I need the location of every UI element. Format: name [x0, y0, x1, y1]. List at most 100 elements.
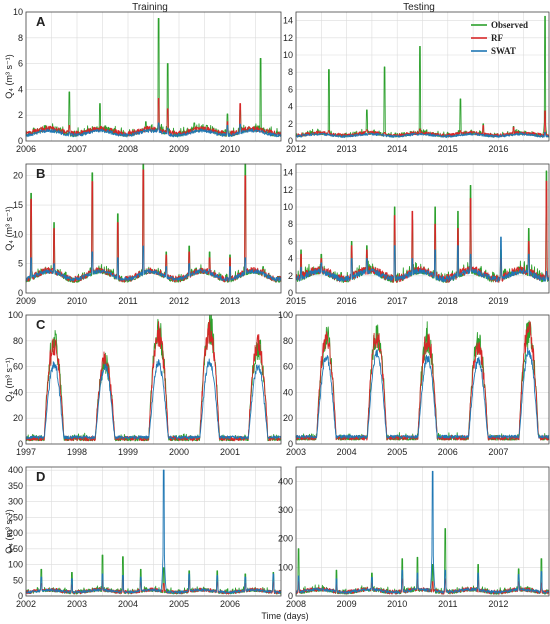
x-tick-label: 2010	[220, 144, 240, 154]
y-axis-label: Q₄ (m³ s⁻¹)	[4, 54, 14, 98]
panel-C-training: 0 20 40 60 80 100 1997 1998 1999 2000 2001 C Q₄ (m³ …	[4, 310, 282, 457]
series-rf-line	[25, 319, 282, 442]
x-tick-label: 2019	[488, 296, 508, 306]
x-tick-label: 2008	[118, 144, 138, 154]
y-tick-label: 60	[283, 362, 293, 372]
y-tick-label: 4	[288, 254, 293, 264]
x-tick-label: 2009	[169, 144, 189, 154]
plot-frame	[25, 163, 282, 294]
panel-A-training: 0 2 4 6 8 10 2006 2007 2008 2009 2010 A Q₄ (m³ s⁻¹)	[4, 7, 282, 154]
x-tick-label: 2012	[488, 599, 508, 609]
panel-D-testing: 0 100 200 300 400 2008 2009 2010 2011 2012	[278, 466, 550, 609]
y-tick-label: 6	[288, 236, 293, 246]
x-tick-label: 2011	[438, 599, 457, 609]
panel-letter: C	[36, 317, 46, 332]
x-tick-label: 2016	[488, 144, 508, 154]
y-tick-label: 6	[288, 84, 293, 94]
x-tick-label: 2006	[438, 447, 458, 457]
plot-frame	[25, 11, 282, 142]
x-tick-label: 2013	[220, 296, 240, 306]
y-tick-label: 20	[13, 171, 23, 181]
plot-frame	[25, 314, 282, 445]
x-tick-label: 2014	[387, 144, 407, 154]
y-tick-label: 80	[13, 336, 23, 346]
y-tick-label: 12	[283, 185, 293, 195]
y-tick-label: 14	[283, 168, 293, 178]
y-tick-label: 10	[13, 229, 23, 239]
y-tick-label: 10	[13, 7, 23, 17]
series-rf-line	[295, 110, 550, 138]
y-tick-label: 40	[13, 387, 23, 397]
y-tick-label: 150	[8, 544, 23, 554]
y-tick-label: 14	[283, 16, 293, 26]
series-swat-line	[25, 469, 282, 594]
y-tick-label: 15	[13, 200, 23, 210]
y-tick-label: 0	[18, 288, 23, 298]
y-tick-label: 250	[8, 512, 23, 522]
y-axis-label: Q₄ (m³ s⁻¹)	[4, 509, 14, 553]
y-tick-label: 20	[13, 413, 23, 423]
y-tick-label: 0	[18, 136, 23, 146]
series-swat-line	[25, 245, 282, 282]
series-swat-line	[295, 347, 550, 439]
y-tick-label: 2	[288, 271, 293, 281]
series-swat-line	[295, 236, 550, 283]
y-tick-label: 400	[278, 476, 293, 486]
y-tick-label: 400	[8, 465, 23, 475]
y-tick-label: 12	[283, 33, 293, 43]
column-title-testing: Testing	[403, 2, 435, 13]
panel-B-testing: 0 2 4 6 8 10 12 14 2015 2016 2017 2018 2019	[283, 163, 550, 306]
x-tick-label: 2006	[16, 144, 36, 154]
y-axis-label: Q₄ (m³ s⁻¹)	[4, 206, 14, 250]
plot-frame	[25, 466, 282, 597]
panel-letter: B	[36, 166, 45, 181]
x-tick-label: 2000	[169, 447, 189, 457]
y-tick-label: 2	[288, 119, 293, 129]
y-tick-label: 300	[278, 505, 293, 515]
y-tick-label: 40	[283, 387, 293, 397]
y-tick-label: 10	[283, 202, 293, 212]
series-swat-line	[25, 122, 282, 138]
x-tick-label: 1999	[118, 447, 138, 457]
y-tick-label: 200	[278, 534, 293, 544]
x-tick-label: 2013	[337, 144, 357, 154]
x-tick-label: 2003	[67, 599, 87, 609]
y-tick-label: 100	[8, 310, 23, 320]
x-tick-label: 2016	[337, 296, 357, 306]
gridlines	[25, 467, 281, 597]
series-swat-line	[295, 470, 550, 594]
x-tick-label: 2009	[337, 599, 357, 609]
x-tick-label: 2005	[387, 447, 407, 457]
x-tick-label: 2004	[337, 447, 357, 457]
legend-label: RF	[491, 33, 503, 43]
x-tick-label: 2002	[16, 599, 36, 609]
plot-frame	[295, 314, 550, 445]
x-tick-label: 2011	[118, 296, 137, 306]
x-tick-label: 2007	[488, 447, 508, 457]
y-tick-label: 60	[13, 362, 23, 372]
y-tick-label: 0	[288, 136, 293, 146]
y-tick-label: 200	[8, 528, 23, 538]
y-tick-label: 0	[18, 591, 23, 601]
y-tick-label: 100	[278, 562, 293, 572]
x-tick-label: 1998	[67, 447, 87, 457]
x-tick-label: 2003	[286, 447, 306, 457]
gridlines	[25, 11, 281, 142]
y-tick-label: 80	[283, 336, 293, 346]
y-tick-label: 2	[18, 110, 23, 120]
series-swat-line	[25, 358, 282, 440]
y-tick-label: 8	[288, 67, 293, 77]
x-tick-label: 2005	[169, 599, 189, 609]
gridlines	[295, 12, 549, 142]
x-tick-label: 2008	[286, 599, 306, 609]
panel-letter: A	[36, 14, 46, 29]
legend-label: SWAT	[491, 46, 516, 56]
series-swat-line	[295, 131, 550, 138]
panel-A-testing: 0 2 4 6 8 10 12 14 2012 2013 2014 2015 2016 Observed R…	[283, 11, 550, 154]
y-tick-label: 0	[18, 439, 23, 449]
y-tick-label: 8	[18, 33, 23, 43]
x-tick-label: 2017	[387, 296, 407, 306]
y-tick-label: 300	[8, 497, 23, 507]
x-tick-label: 2009	[16, 296, 36, 306]
